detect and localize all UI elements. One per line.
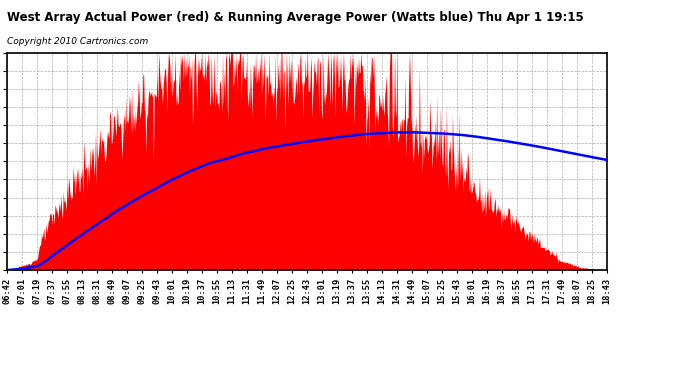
Text: Copyright 2010 Cartronics.com: Copyright 2010 Cartronics.com [7,38,148,46]
Text: West Array Actual Power (red) & Running Average Power (Watts blue) Thu Apr 1 19:: West Array Actual Power (red) & Running … [7,11,584,24]
